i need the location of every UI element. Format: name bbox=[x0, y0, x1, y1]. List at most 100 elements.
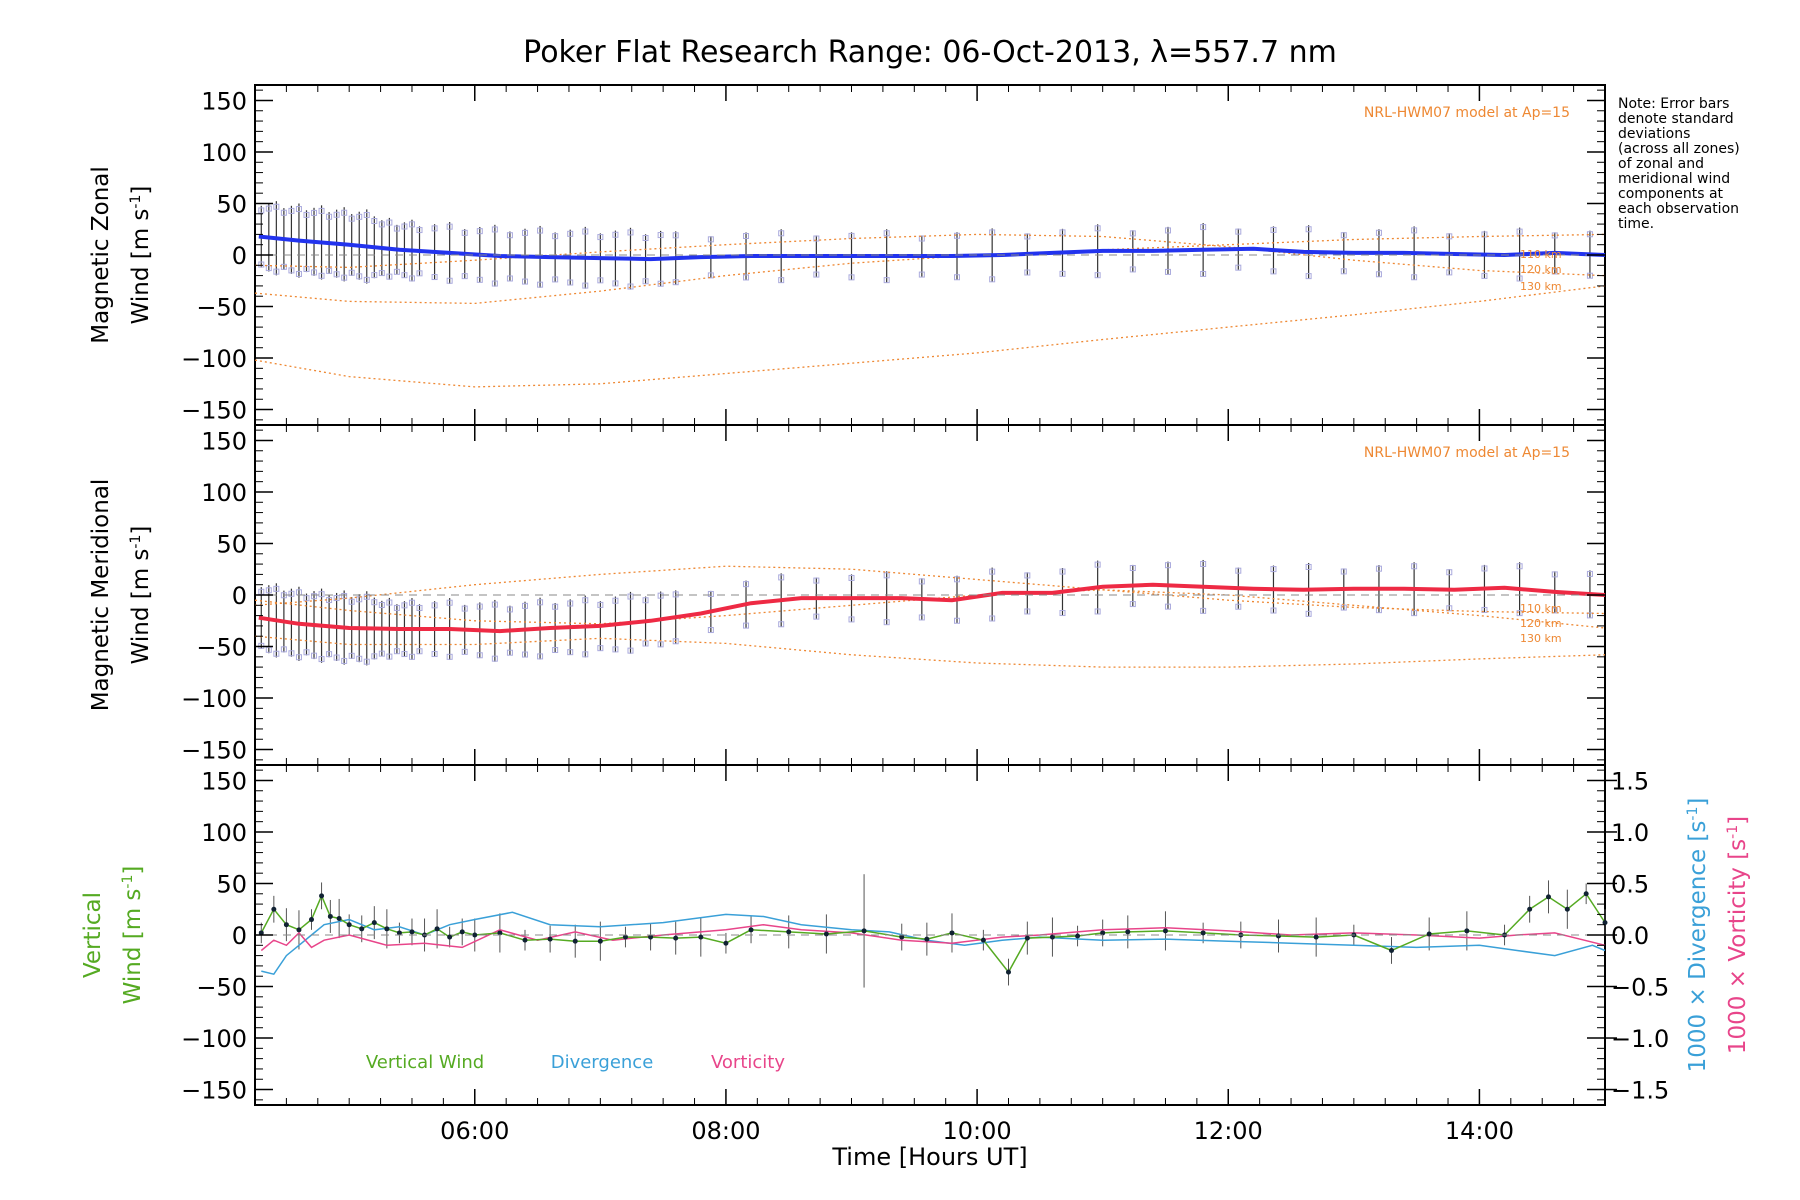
zone-sample-point bbox=[318, 272, 325, 279]
zone-sample-point bbox=[348, 652, 355, 659]
zone-sample-point bbox=[954, 617, 960, 624]
zonal-wind-line bbox=[258, 234, 1606, 262]
vertical-wind-point bbox=[1125, 929, 1131, 935]
zone-sample-point bbox=[1481, 606, 1488, 613]
zone-sample-point bbox=[356, 213, 363, 220]
zone-sample-point bbox=[918, 271, 925, 278]
zone-sample-point bbox=[707, 272, 714, 279]
vertical-wind-point bbox=[459, 929, 465, 935]
vertical-wind-point bbox=[1426, 931, 1432, 937]
zone-sample-point bbox=[258, 261, 265, 268]
model-curve bbox=[254, 233, 1606, 277]
zone-sample-point bbox=[1551, 607, 1558, 614]
zone-sample-point bbox=[461, 273, 468, 280]
zone-sample-point bbox=[1375, 229, 1382, 236]
zone-sample-point bbox=[918, 614, 925, 621]
zone-sample-point bbox=[318, 207, 325, 214]
zone-sample-point bbox=[386, 599, 393, 606]
vertical-wind-point bbox=[371, 920, 377, 926]
zone-sample-point bbox=[989, 276, 996, 283]
zone-sample-point bbox=[476, 228, 483, 235]
zone-sample-point bbox=[537, 281, 544, 288]
legend-vorticity: Vorticity bbox=[711, 1052, 785, 1073]
vertical-wind-point bbox=[748, 927, 754, 933]
zone-sample-point bbox=[1129, 266, 1136, 273]
zone-sample-point bbox=[311, 593, 318, 600]
zone-sample-point bbox=[341, 593, 348, 600]
zone-sample-point bbox=[408, 653, 415, 660]
zone-sample-point bbox=[431, 225, 438, 232]
legend-divergence: Divergence bbox=[551, 1052, 654, 1073]
zone-sample-point bbox=[1235, 567, 1242, 574]
zone-sample-point bbox=[363, 658, 370, 665]
vertical-wind-point bbox=[673, 935, 679, 941]
y-tick-label: −150 bbox=[181, 397, 247, 425]
zone-sample-point bbox=[311, 652, 318, 659]
secondary-y-ticks: 1.5 1.0 0.5 0.0 −0.5 −1.0 −1.5 bbox=[1605, 767, 1669, 1105]
legend-vertical-wind: Vertical Wind bbox=[366, 1052, 484, 1073]
vertical-wind-point bbox=[1162, 928, 1168, 934]
zone-sample-point bbox=[356, 273, 363, 280]
vertical-wind-point bbox=[899, 934, 905, 940]
zone-sample-point bbox=[1094, 272, 1101, 279]
zone-sample-point bbox=[1516, 275, 1523, 282]
zone-sample-point bbox=[778, 621, 785, 628]
zone-sample-point bbox=[1375, 565, 1382, 572]
zone-sample-point bbox=[743, 581, 750, 588]
zone-sample-point bbox=[326, 213, 333, 220]
zone-sample-point bbox=[318, 656, 325, 663]
zone-sample-point bbox=[612, 597, 619, 604]
y-tick-label: 150 bbox=[201, 427, 247, 455]
zone-sample-point bbox=[597, 277, 604, 284]
zone-sample-point bbox=[657, 232, 664, 239]
zone-sample-point bbox=[612, 646, 619, 653]
zone-sample-point bbox=[672, 591, 679, 598]
y2-tick-label: −1.0 bbox=[1611, 1025, 1669, 1053]
vertical-wind-point bbox=[1024, 935, 1030, 941]
x-tick-label: 14:00 bbox=[1445, 1117, 1514, 1145]
zone-sample-point bbox=[363, 593, 370, 600]
zone-sample-point bbox=[707, 236, 714, 243]
zone-sample-point bbox=[273, 585, 280, 592]
vertical-wind-point bbox=[861, 928, 867, 934]
model-curve bbox=[254, 589, 1606, 629]
zone-sample-point bbox=[1340, 232, 1347, 239]
y-tick-label: 150 bbox=[201, 87, 247, 115]
vertical-wind-point bbox=[1049, 934, 1055, 940]
meridional-mean-line bbox=[258, 582, 1606, 634]
zone-sample-point bbox=[280, 209, 287, 216]
zone-sample-point bbox=[371, 599, 378, 606]
zone-sample-point bbox=[1129, 230, 1136, 237]
zone-sample-point bbox=[401, 272, 408, 279]
vertical-wind-point bbox=[336, 916, 342, 922]
zone-sample-point bbox=[416, 227, 423, 234]
vertical-wind-point bbox=[271, 906, 277, 912]
zone-sample-point bbox=[401, 651, 408, 658]
zone-sample-point bbox=[326, 651, 333, 658]
zone-sample-point bbox=[1164, 268, 1171, 275]
zone-sample-point bbox=[1270, 607, 1277, 614]
vertical-wind-point bbox=[698, 934, 704, 940]
zone-sample-point bbox=[1340, 268, 1347, 275]
zone-sample-point bbox=[1059, 610, 1066, 617]
zone-sample-point bbox=[642, 640, 649, 647]
zone-sample-point bbox=[883, 572, 890, 579]
zone-sample-point bbox=[813, 613, 820, 620]
zone-sample-point bbox=[333, 271, 340, 278]
zonal-alt-label-110: 110 km bbox=[1520, 248, 1562, 261]
zone-sample-point bbox=[597, 601, 604, 608]
zone-sample-point bbox=[1200, 270, 1207, 277]
zone-sample-point bbox=[506, 606, 513, 613]
zone-sample-point bbox=[778, 230, 785, 237]
zone-sample-point bbox=[1305, 610, 1312, 617]
zone-sample-point bbox=[491, 655, 498, 662]
vertical-wind-point bbox=[949, 930, 955, 936]
zone-sample-point bbox=[431, 602, 438, 609]
zone-sample-point bbox=[288, 650, 295, 657]
zone-sample-point bbox=[1059, 568, 1066, 575]
zone-sample-point bbox=[416, 270, 423, 277]
y2-tick-label: −0.5 bbox=[1611, 974, 1669, 1002]
vertical-wind-point bbox=[472, 932, 478, 938]
zone-sample-point bbox=[537, 653, 544, 660]
zone-sample-point bbox=[657, 641, 664, 648]
